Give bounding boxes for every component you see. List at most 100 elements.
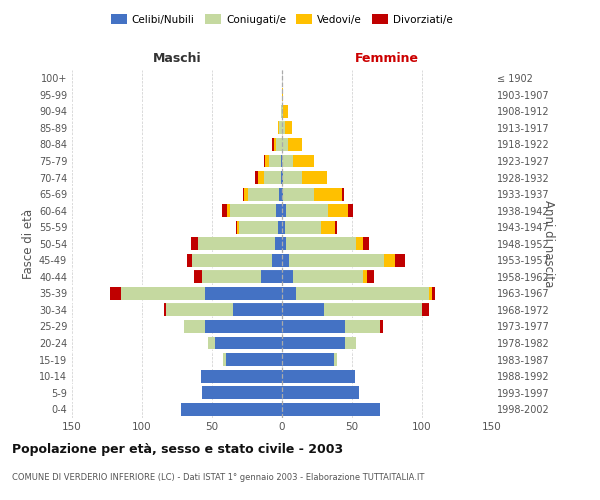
Bar <box>282 304 324 316</box>
Bar <box>278 122 279 134</box>
Legend: Celibi/Nubili, Coniugati/e, Vedovi/e, Divorziati/e: Celibi/Nubili, Coniugati/e, Vedovi/e, Di… <box>107 10 457 29</box>
Bar <box>282 270 293 283</box>
Bar <box>282 220 285 234</box>
Bar <box>422 304 429 316</box>
Bar <box>282 154 293 168</box>
Bar <box>275 238 282 250</box>
Bar <box>208 336 215 349</box>
Bar <box>384 254 395 267</box>
Bar <box>282 353 334 366</box>
Bar <box>324 304 422 316</box>
Bar <box>265 154 269 168</box>
Bar <box>278 220 282 234</box>
Bar <box>286 238 356 250</box>
Bar <box>110 287 121 300</box>
Bar <box>395 254 405 267</box>
Bar <box>282 370 355 382</box>
Bar <box>282 320 345 333</box>
Bar <box>166 304 233 316</box>
Y-axis label: Fasce di età: Fasce di età <box>22 208 35 279</box>
Bar <box>244 188 248 200</box>
Bar <box>286 204 328 217</box>
Bar <box>363 238 369 250</box>
Bar <box>272 138 274 151</box>
Bar <box>282 336 345 349</box>
Bar <box>282 138 287 151</box>
Bar <box>274 138 277 151</box>
Bar <box>429 287 432 300</box>
Bar <box>272 254 282 267</box>
Bar <box>334 353 337 366</box>
Bar <box>282 188 283 200</box>
Bar <box>233 304 282 316</box>
Bar <box>184 320 205 333</box>
Bar <box>193 254 272 267</box>
Bar <box>321 220 335 234</box>
Bar <box>264 154 265 168</box>
Bar <box>236 220 237 234</box>
Bar <box>282 204 286 217</box>
Bar <box>237 220 239 234</box>
Bar <box>289 254 384 267</box>
Bar <box>348 204 353 217</box>
Bar <box>227 204 230 217</box>
Bar <box>205 320 282 333</box>
Bar <box>164 304 166 316</box>
Bar <box>198 238 275 250</box>
Bar <box>314 188 342 200</box>
Bar <box>282 171 283 184</box>
Bar <box>282 122 285 134</box>
Text: COMUNE DI VERDERIO INFERIORE (LC) - Dati ISTAT 1° gennaio 2003 - Elaborazione TU: COMUNE DI VERDERIO INFERIORE (LC) - Dati… <box>12 472 424 482</box>
Bar <box>293 154 314 168</box>
Bar <box>202 270 261 283</box>
Bar <box>121 287 205 300</box>
Bar <box>277 138 282 151</box>
Bar <box>243 188 244 200</box>
Bar <box>345 336 356 349</box>
Bar <box>282 238 286 250</box>
Bar <box>282 105 283 118</box>
Bar <box>285 122 292 134</box>
Bar <box>256 171 258 184</box>
Bar <box>215 336 282 349</box>
Bar <box>335 220 337 234</box>
Bar <box>282 88 283 102</box>
Bar <box>342 188 344 200</box>
Bar <box>261 270 282 283</box>
Bar <box>223 353 226 366</box>
Bar <box>296 287 429 300</box>
Bar <box>282 403 380 415</box>
Text: Femmine: Femmine <box>355 52 419 65</box>
Bar <box>264 171 281 184</box>
Bar <box>432 287 434 300</box>
Y-axis label: Anni di nascita: Anni di nascita <box>542 200 555 288</box>
Bar <box>282 386 359 399</box>
Bar <box>281 154 282 168</box>
Bar <box>201 370 282 382</box>
Bar <box>277 204 282 217</box>
Bar <box>363 270 367 283</box>
Bar <box>328 204 348 217</box>
Bar <box>283 171 302 184</box>
Bar <box>239 220 278 234</box>
Text: Popolazione per età, sesso e stato civile - 2003: Popolazione per età, sesso e stato civil… <box>12 442 343 456</box>
Bar <box>281 105 282 118</box>
Bar <box>282 254 289 267</box>
Bar <box>269 154 281 168</box>
Bar <box>283 188 314 200</box>
Bar <box>282 287 296 300</box>
Bar <box>279 188 282 200</box>
Bar <box>380 320 383 333</box>
Bar <box>222 204 227 217</box>
Bar <box>191 238 198 250</box>
Bar <box>345 320 380 333</box>
Bar <box>248 188 279 200</box>
Bar <box>258 171 264 184</box>
Bar <box>205 287 282 300</box>
Bar <box>302 171 327 184</box>
Bar <box>283 105 287 118</box>
Text: Maschi: Maschi <box>152 52 202 65</box>
Bar <box>187 254 193 267</box>
Bar <box>181 403 282 415</box>
Bar <box>281 171 282 184</box>
